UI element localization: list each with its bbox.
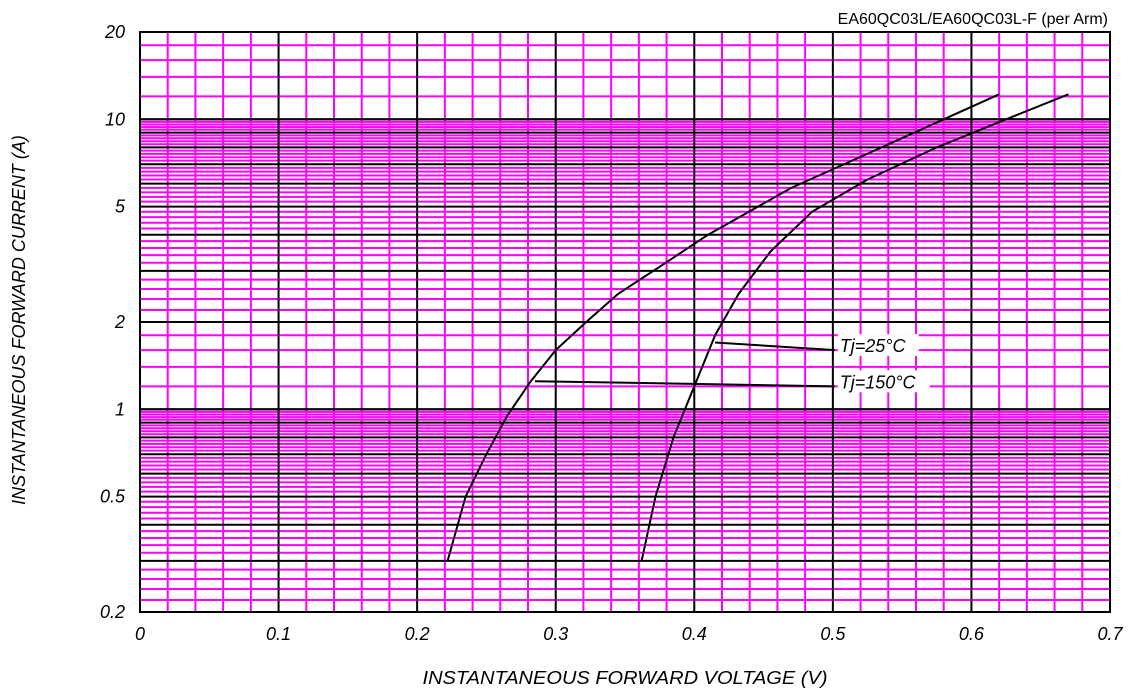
series-line-tj-25 bbox=[640, 93, 1069, 562]
y-tick-label: 0.5 bbox=[100, 487, 126, 507]
annotation-label-background bbox=[837, 370, 930, 393]
x-tick-labels: 0 0.1 0.2 0.3 0.4 0.5 0.6 0.7 bbox=[135, 624, 1124, 644]
x-tick-label: 0.7 bbox=[1097, 624, 1123, 644]
y-tick-label: 0.2 bbox=[100, 602, 125, 622]
annotation-leader-line bbox=[715, 341, 835, 352]
x-tick-label: 0.1 bbox=[266, 624, 291, 644]
data-series bbox=[446, 93, 1069, 562]
y-tick-labels: 0.2 0.5 1 2 5 10 20 bbox=[100, 22, 126, 622]
chart-title: EA60QC03L/EA60QC03L-F (per Arm) bbox=[838, 11, 1108, 28]
series-line-tj-150 bbox=[446, 93, 1000, 562]
y-tick-label: 1 bbox=[115, 399, 125, 419]
y-tick-label: 2 bbox=[114, 312, 125, 332]
annotation-label: Tj=25°C bbox=[840, 336, 907, 356]
x-axis-label: INSTANTANEOUS FORWARD VOLTAGE (V) bbox=[423, 668, 828, 688]
x-tick-label: 0.4 bbox=[682, 624, 707, 644]
major-grid bbox=[139, 31, 1111, 613]
x-tick-label: 0.5 bbox=[820, 624, 846, 644]
x-tick-label: 0 bbox=[135, 624, 145, 644]
annotation-leader-line bbox=[534, 380, 835, 388]
annotation-label: Tj=150°C bbox=[840, 372, 917, 392]
y-tick-label: 10 bbox=[105, 109, 125, 129]
x-tick-label: 0.6 bbox=[959, 624, 985, 644]
annotation-label-background bbox=[837, 334, 919, 357]
y-tick-label: 20 bbox=[104, 22, 125, 42]
x-tick-label: 0.2 bbox=[405, 624, 430, 644]
annotations: Tj=25°C Tj=150°C bbox=[534, 334, 930, 393]
plot-frame bbox=[139, 31, 1111, 613]
y-tick-label: 5 bbox=[115, 197, 126, 217]
y-axis-label: INSTANTANEOUS FORWARD CURRENT (A) bbox=[9, 135, 29, 505]
x-tick-label: 0.3 bbox=[543, 624, 568, 644]
